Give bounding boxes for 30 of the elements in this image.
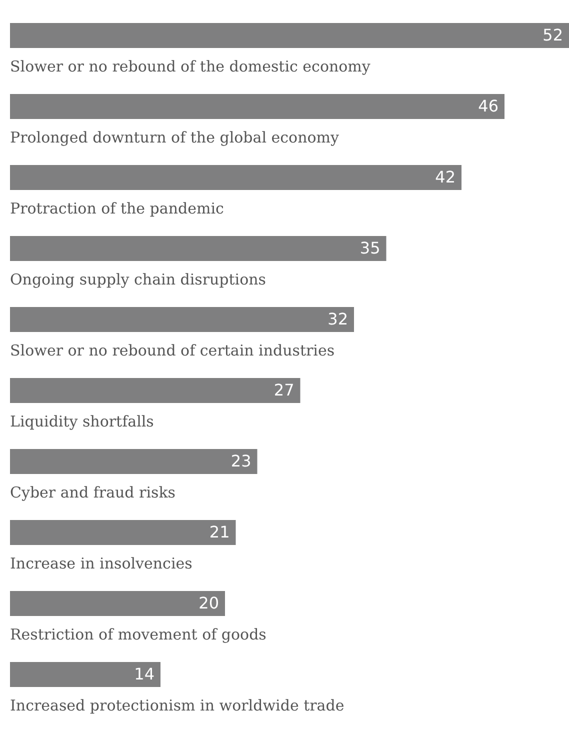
bar xyxy=(10,449,258,474)
y-tick-label: Increase in insolvencies xyxy=(10,554,192,572)
data-label: 35 xyxy=(360,238,380,258)
y-tick-label: Protraction of the pandemic xyxy=(10,200,224,218)
data-label: 21 xyxy=(209,522,230,542)
y-tick-label: Restriction of movement of goods xyxy=(10,626,266,644)
y-tick-label: Prolonged downturn of the global economy xyxy=(10,128,340,146)
bar xyxy=(10,662,160,687)
data-label: 42 xyxy=(435,168,456,186)
bar xyxy=(10,520,236,545)
data-label: 20 xyxy=(198,594,219,612)
y-tick-label: Increased protectionism in worldwide trade xyxy=(10,696,344,714)
bar xyxy=(10,236,386,261)
data-label: 46 xyxy=(478,96,498,116)
bar xyxy=(10,378,300,403)
data-label: 52 xyxy=(542,26,563,44)
data-label: 27 xyxy=(274,380,294,400)
bar xyxy=(10,307,354,332)
y-tick-label: Cyber and fraud risks xyxy=(10,484,176,502)
y-tick-label: Ongoing supply chain disruptions xyxy=(10,270,266,288)
y-tick-label: Slower or no rebound of certain industries xyxy=(10,342,335,360)
y-tick-label: Slower or no rebound of the domestic economy xyxy=(10,58,371,76)
bar xyxy=(10,591,225,616)
data-label: 23 xyxy=(230,452,252,470)
y-tick-label: Liquidity shortfalls xyxy=(10,412,154,430)
bar xyxy=(10,94,504,119)
bar xyxy=(10,23,569,48)
bar xyxy=(10,165,462,190)
data-label: 32 xyxy=(328,310,348,328)
data-label: 14 xyxy=(134,664,154,684)
